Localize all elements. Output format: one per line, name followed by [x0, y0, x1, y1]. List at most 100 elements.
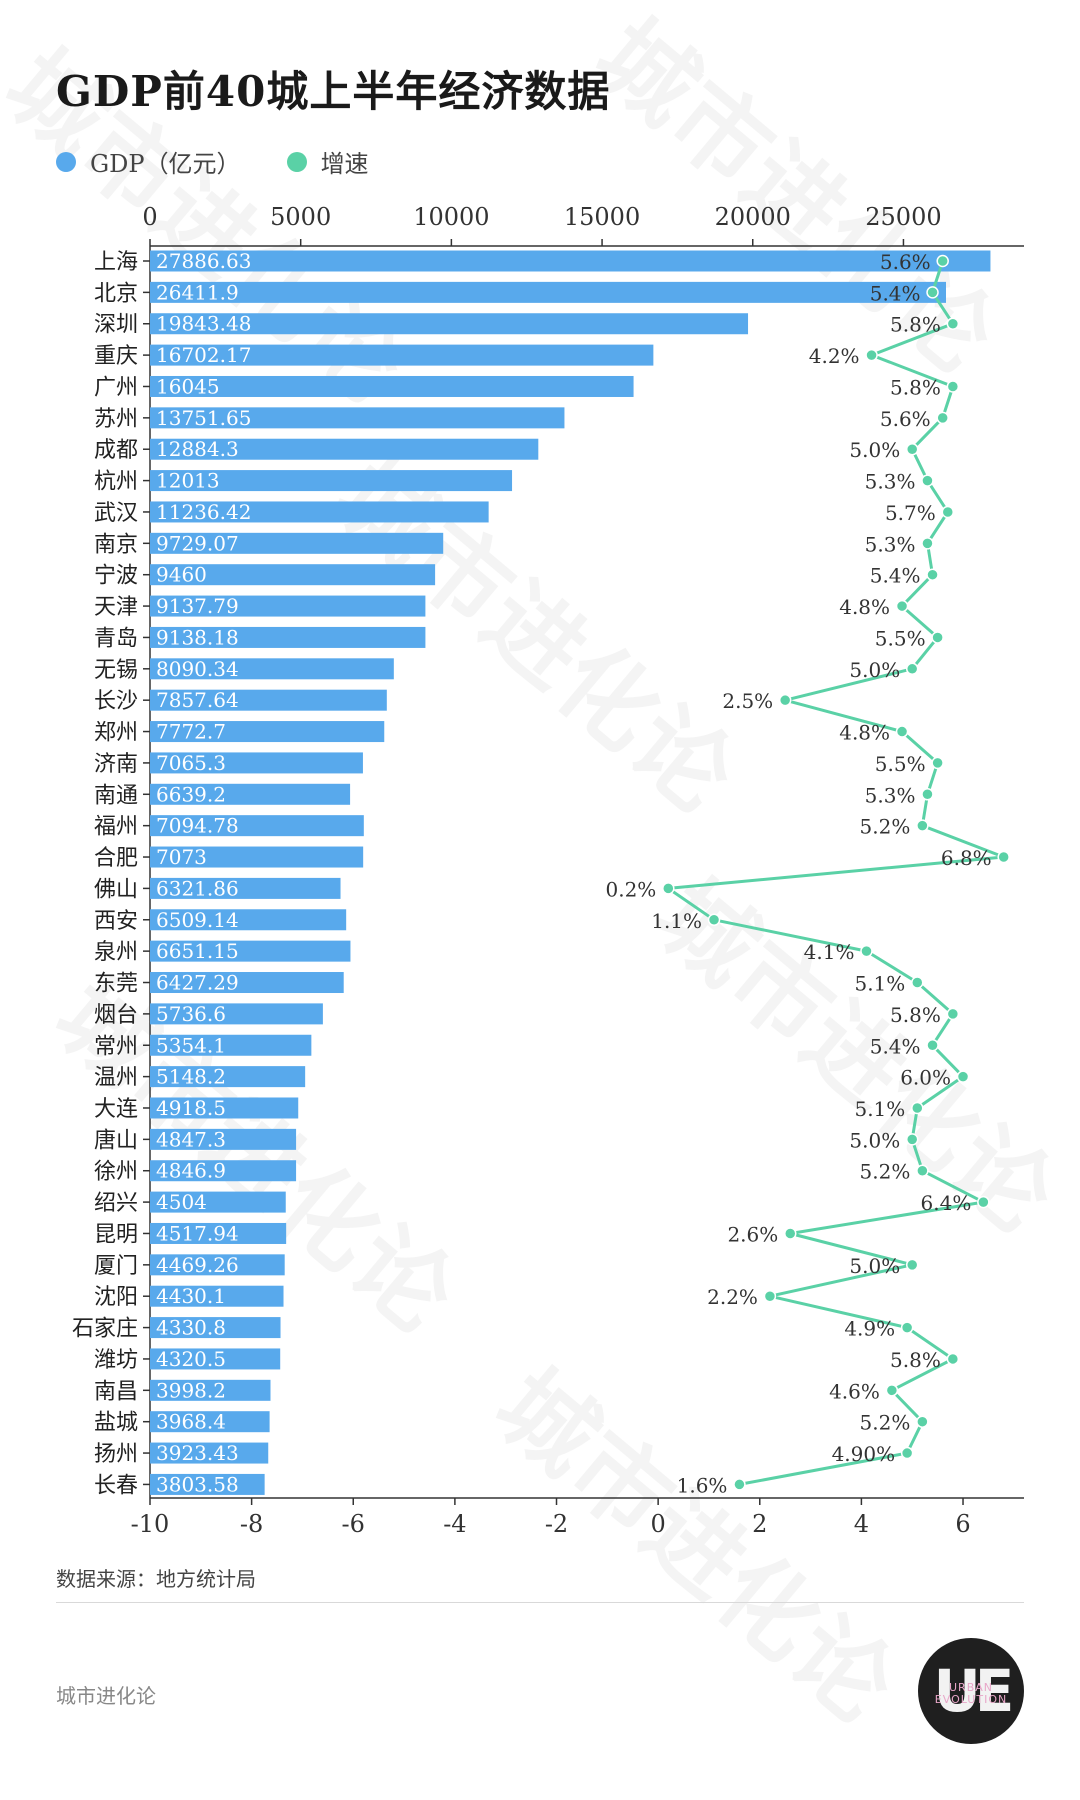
growth-point: [662, 882, 675, 895]
growth-label: 5.1%: [854, 1097, 905, 1121]
gdp-bar: [150, 344, 654, 366]
gdp-bar-label: 7857.64: [156, 688, 239, 712]
growth-label: 5.0%: [849, 438, 900, 462]
growth-label: 5.6%: [880, 250, 931, 274]
category-label: 西安: [94, 909, 138, 934]
growth-label: 2.6%: [727, 1222, 778, 1246]
gdp-bar-label: 7772.7: [156, 720, 226, 744]
category-label: 济南: [94, 752, 138, 777]
growth-point: [905, 1133, 919, 1146]
x-bottom-tick-label: -10: [131, 1510, 170, 1538]
gdp-bar-label: 7073: [156, 845, 207, 869]
growth-point: [900, 1446, 914, 1460]
gdp-bar: [150, 1285, 284, 1307]
gdp-bar-label: 4517.94: [156, 1221, 239, 1245]
category-label: 广州: [94, 375, 138, 400]
divider: [56, 1602, 1024, 1603]
growth-label: 4.9%: [844, 1317, 895, 1341]
growth-point: [778, 693, 792, 707]
gdp-bar-label: 13751.65: [156, 406, 251, 430]
category-label: 常州: [94, 1034, 138, 1059]
growth-label: 5.6%: [880, 407, 931, 431]
gdp-bar-label: 5736.6: [156, 1002, 226, 1026]
legend-dot-gdp-icon: [56, 151, 76, 172]
gdp-bar-label: 7094.78: [156, 814, 239, 838]
gdp-bar: [150, 1034, 312, 1056]
growth-label: 2.5%: [722, 689, 773, 713]
category-label: 北京: [94, 281, 138, 306]
category-label: 南京: [94, 532, 138, 557]
legend-item-gdp: GDP（亿元）: [56, 144, 241, 179]
category-label: 南通: [94, 783, 138, 808]
category-label: 长沙: [94, 689, 138, 714]
gdp-bar-label: 4320.5: [156, 1347, 226, 1371]
category-label: 昆明: [94, 1222, 138, 1247]
gdp-bar: [150, 250, 991, 272]
growth-point: [921, 537, 934, 550]
category-label: 宁波: [94, 564, 138, 589]
growth-label: 5.3%: [865, 470, 916, 494]
x-bottom-tick-label: -6: [342, 1510, 365, 1538]
growth-point: [946, 1007, 960, 1021]
logo-mark: UE: [933, 1657, 1015, 1725]
x-bottom-tick-label: 6: [955, 1510, 970, 1538]
category-label: 成都: [94, 438, 138, 463]
x-bottom-tick-label: 0: [650, 1510, 665, 1538]
gdp-bar-label: 9460: [156, 563, 207, 587]
gdp-bar: [150, 1003, 323, 1025]
growth-point: [926, 568, 939, 581]
growth-point: [733, 1478, 746, 1491]
gdp-bar-label: 9138.18: [156, 625, 239, 649]
category-label: 上海: [94, 250, 138, 275]
gdp-bar-label: 3923.43: [156, 1441, 239, 1465]
growth-point: [905, 442, 919, 456]
x-top-tick-label: 0: [142, 203, 157, 231]
growth-label: 4.6%: [829, 1379, 880, 1403]
gdp-bar: [150, 1317, 281, 1339]
gdp-bar-label: 3998.2: [156, 1378, 226, 1402]
gdp-bar: [150, 721, 385, 743]
x-top-tick-label: 10000: [413, 203, 489, 231]
growth-point: [707, 913, 721, 927]
gdp-bar: [150, 940, 351, 962]
gdp-bar: [150, 375, 634, 397]
gdp-bar-label: 9137.79: [156, 594, 239, 618]
gdp-bar-label: 4330.8: [156, 1316, 226, 1340]
growth-point: [885, 1384, 899, 1397]
gdp-bar: [150, 438, 539, 460]
gdp-bar: [150, 626, 426, 648]
gdp-bar: [150, 1379, 271, 1401]
x-bottom-tick-label: -4: [443, 1510, 466, 1538]
brand-text: 城市进化论: [56, 1684, 156, 1708]
growth-label: 4.1%: [804, 940, 855, 964]
gdp-bar-label: 11236.42: [156, 500, 251, 524]
growth-point: [931, 631, 944, 644]
growth-label: 4.2%: [809, 344, 860, 368]
chart-area: 0 5000 10000 15000 20000 25000 -10 -8 -6 -4 -2 0 2 4 6…: [72, 203, 1024, 1538]
legend-label-growth: 增速: [320, 150, 369, 178]
growth-label: 6.0%: [900, 1066, 951, 1090]
gdp-bar-label: 5354.1: [156, 1033, 226, 1057]
growth-point: [946, 317, 960, 330]
growth-point: [997, 850, 1010, 864]
logo-subtext: URBAN EVOLUTION: [918, 1682, 1024, 1706]
gdp-bar-label: 4847.3: [156, 1127, 226, 1151]
growth-label: 5.3%: [865, 783, 916, 807]
x-top-tick-label: 20000: [715, 203, 791, 231]
chart-title: GDP前40城上半年经济数据: [56, 67, 611, 116]
gdp-bar-label: 27886.63: [156, 249, 251, 273]
gdp-bar-label: 6321.86: [156, 876, 239, 900]
category-label: 福州: [94, 815, 138, 840]
gdp-bar: [150, 1128, 297, 1150]
category-label: 天津: [94, 595, 138, 620]
gdp-bar: [150, 972, 344, 994]
legend-dot-growth-icon: [286, 151, 307, 172]
growth-label: 5.0%: [849, 1254, 900, 1278]
gdp-bar: [150, 846, 364, 868]
growth-point: [905, 662, 919, 676]
growth-point: [895, 725, 909, 738]
x-top-tick-label: 5000: [270, 203, 331, 231]
growth-label: 5.8%: [890, 1003, 941, 1027]
growth-label: 5.7%: [885, 501, 936, 525]
growth-line: [666, 260, 1006, 1486]
